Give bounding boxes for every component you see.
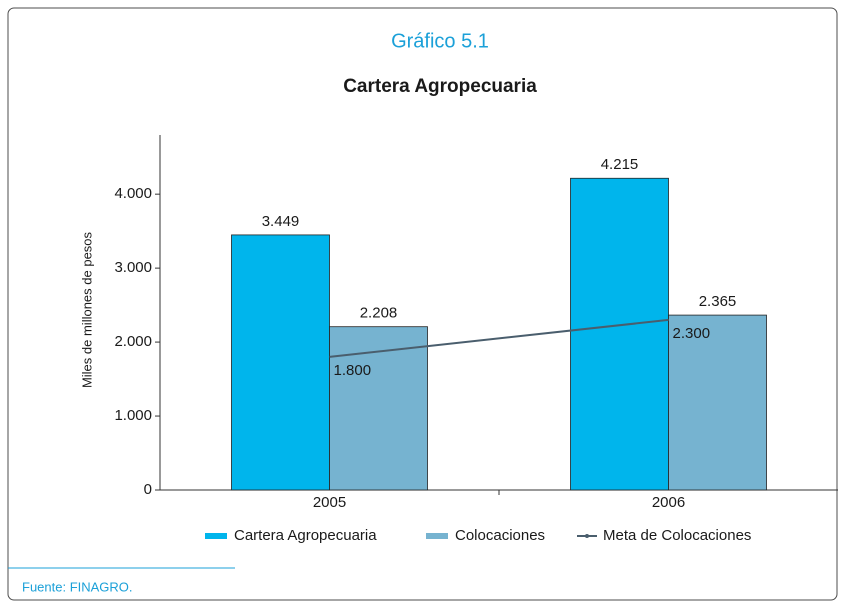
y-tick-label: 4.000	[114, 185, 152, 202]
bar	[570, 177, 669, 491]
x-tick-label: 2006	[652, 494, 685, 511]
bar	[329, 326, 428, 491]
legend-swatch	[205, 533, 227, 539]
legend-label: Colocaciones	[455, 527, 545, 544]
legend-label: Meta de Colocaciones	[603, 527, 751, 544]
x-tick-label: 2005	[313, 494, 346, 511]
source: Fuente: FINAGRO.	[22, 579, 133, 594]
y-tick-label: 1.000	[114, 407, 152, 424]
chart-subtitle: Cartera Agropecuaria	[343, 76, 537, 97]
line	[329, 318, 669, 358]
data-label: 1.800	[334, 362, 372, 379]
data-label: 3.449	[262, 213, 300, 230]
bar	[668, 314, 767, 491]
y-tick-label: 3.000	[114, 259, 152, 276]
legend-swatch-dot	[585, 534, 589, 538]
legend-swatch	[426, 533, 448, 539]
legend-label: Cartera Agropecuaria	[234, 527, 377, 544]
data-label: 2.300	[673, 325, 711, 342]
y-tick-label: 2.000	[114, 333, 152, 350]
data-label: 2.365	[699, 293, 737, 310]
data-label: 2.208	[360, 305, 398, 322]
bar	[231, 234, 330, 491]
data-label: 4.215	[601, 156, 639, 173]
y-axis-label: Miles de millones de pesos	[79, 231, 94, 388]
y-tick-label: 0	[144, 481, 152, 498]
chart-title: Gráfico 5.1	[391, 30, 489, 52]
